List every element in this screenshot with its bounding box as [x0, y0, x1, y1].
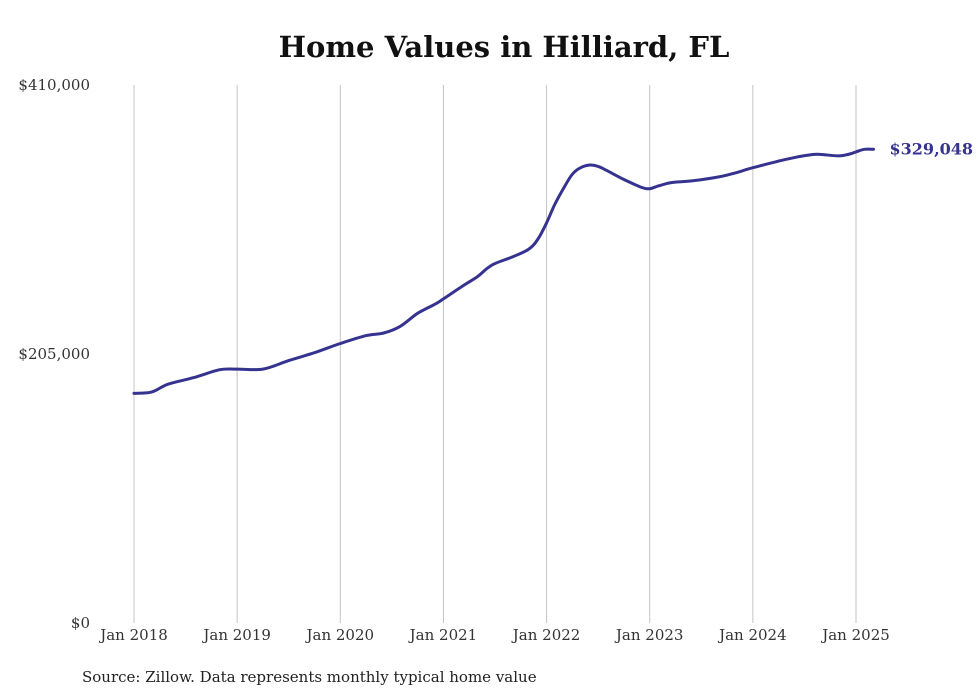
- x-tick-label: Jan 2020: [305, 626, 375, 644]
- x-tick-label: Jan 2025: [820, 626, 890, 644]
- y-tick-label: $205,000: [18, 345, 90, 363]
- series-line: [132, 147, 875, 395]
- x-tick-label: Jan 2024: [717, 626, 787, 644]
- series-layer: $329,048: [132, 139, 974, 395]
- gridlines: [133, 85, 857, 623]
- y-tick-label: $0: [71, 614, 90, 632]
- x-tick-label: Jan 2022: [511, 626, 581, 644]
- chart-title: Home Values in Hilliard, FL: [278, 30, 730, 64]
- x-tick-label: Jan 2023: [614, 626, 684, 644]
- x-tick-label: Jan 2021: [408, 626, 478, 644]
- line-chart: Jan 2018 Jan 2019 Jan 2020 Jan 2021 Jan 2022…: [18, 76, 974, 644]
- x-tick-label: Jan 2018: [98, 626, 168, 644]
- x-tick-label: Jan 2019: [201, 626, 271, 644]
- y-tick-label: $410,000: [18, 76, 90, 94]
- axis-labels: Jan 2018 Jan 2019 Jan 2020 Jan 2021 Jan 2022…: [18, 76, 889, 644]
- end-value-label: $329,048: [890, 139, 974, 158]
- source-note: Source: Zillow. Data represents monthly …: [82, 668, 537, 686]
